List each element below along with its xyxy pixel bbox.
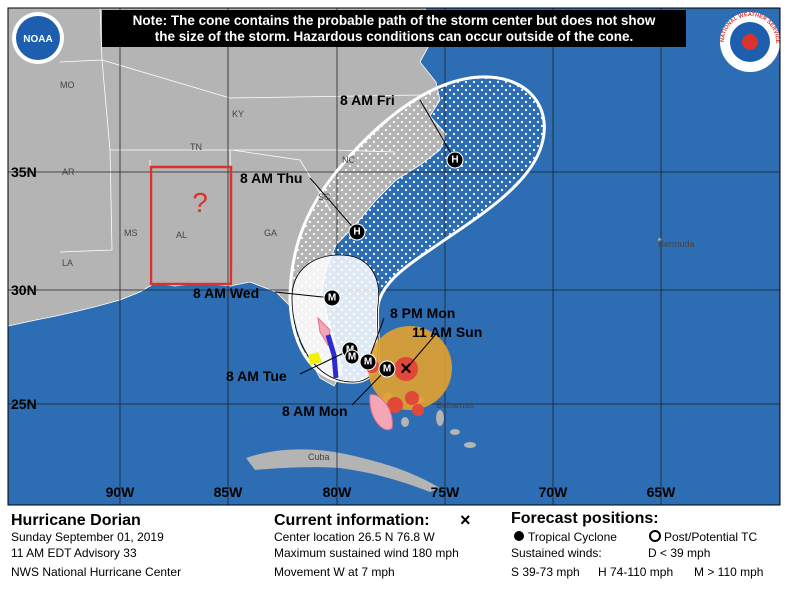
point-label: 8 AM Wed (193, 285, 259, 301)
map-border (7, 7, 781, 506)
legend-m: M > 110 mph (694, 565, 763, 579)
state-label: LA (62, 258, 73, 268)
lat-label: 30N (11, 282, 37, 298)
place-label: Bermuda (658, 239, 695, 249)
legend-s: S 39-73 mph (511, 565, 580, 579)
note-box (102, 10, 686, 47)
legend-tropical: Tropical Cyclone (528, 530, 617, 544)
marker: M (383, 364, 391, 375)
legend-panel: Hurricane Dorian Sunday September 01, 20… (11, 510, 763, 579)
state-label: GA (264, 228, 277, 238)
legend-symbol (514, 531, 524, 541)
state-label: MO (60, 80, 75, 90)
legend-symbol (649, 530, 661, 542)
point-label: 8 AM Thu (240, 170, 302, 186)
marker: H (353, 227, 360, 238)
lon-label: 85W (214, 484, 244, 500)
current-title: Current information: (274, 512, 430, 529)
forecast-title: Forecast positions: (511, 510, 659, 527)
state-label: MS (124, 228, 138, 238)
lon-label: 65W (647, 484, 677, 500)
land-cuba (246, 449, 440, 492)
grid (8, 8, 780, 505)
current-wind: Maximum sustained wind 180 mph (274, 546, 459, 560)
storm-name: Hurricane Dorian (11, 512, 141, 529)
storm-center: NWS National Hurricane Center (11, 565, 181, 579)
logo-text: NOAA (23, 34, 52, 45)
note: the size of the storm. Hazardous conditi… (155, 29, 634, 44)
warning-coast (325, 334, 339, 379)
marker: M (328, 293, 336, 304)
current-location: Center location 26.5 N 76.8 W (274, 530, 435, 544)
state-label: TN (190, 142, 202, 152)
marker: M (348, 352, 356, 363)
lon-label: 70W (539, 484, 569, 500)
note: Note: The cone contains the probable pat… (133, 13, 656, 28)
state-label: AL (176, 230, 187, 240)
state-label: NC (342, 155, 355, 165)
point-labels: 11 AM Sun 8 AM Mon 8 PM Mon 8 AM Tue 8 A… (193, 92, 482, 419)
marker: M (364, 357, 372, 368)
storm-advisory: 11 AM EDT Advisory 33 (11, 546, 137, 560)
noaa-logo: NOAA (12, 12, 64, 64)
point-label: 8 AM Fri (340, 92, 395, 108)
point-label: 8 AM Mon (282, 403, 348, 419)
state-labels: MO KY TN AR NC SC GA AL MS LA (60, 80, 355, 268)
current-position: × (400, 358, 412, 380)
highlight-box (149, 165, 233, 286)
place-label: Bahamas (436, 400, 475, 410)
lat-label: 25N (11, 396, 37, 412)
legend-h: H 74-110 mph (598, 565, 673, 579)
marker: H (451, 155, 458, 166)
current-symbol: × (460, 510, 471, 530)
current-movement: Movement W at 7 mph (274, 565, 395, 579)
map: ? × M M M M H H M 11 AM Sun 8 AM Mon 8 P… (7, 7, 781, 506)
point-label: 8 AM Tue (226, 368, 287, 384)
nws-logo: NATIONAL WEATHER SERVICE (720, 12, 780, 72)
place-label: Cuba (308, 452, 330, 462)
annotation: ? (192, 187, 208, 218)
point-label: 11 AM Sun (412, 324, 482, 340)
legend-post: Post/Potential TC (664, 530, 757, 544)
state-label: KY (232, 109, 244, 119)
lon-label: 90W (106, 484, 136, 500)
lat-labels: 35N 30N 25N (11, 164, 37, 412)
watch-areas (317, 316, 393, 431)
lon-label: 80W (323, 484, 353, 500)
lon-labels: 90W 85W 80W 75W 70W 65W (106, 484, 677, 500)
watch-coast (308, 352, 322, 365)
legend-d: D < 39 mph (648, 546, 710, 560)
lat-label: 35N (11, 164, 37, 180)
storm-date: Sunday September 01, 2019 (11, 530, 164, 544)
lon-label: 75W (431, 484, 461, 500)
legend-winds: Sustained winds: (511, 546, 602, 560)
point-label: 8 PM Mon (390, 305, 455, 321)
markers: × M M M M H H M (323, 151, 464, 380)
state-label: AR (62, 167, 75, 177)
state-label: SC (318, 192, 331, 202)
